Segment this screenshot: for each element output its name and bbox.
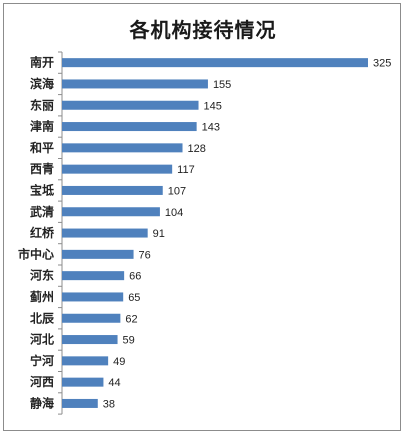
category-label-12: 北辰: [30, 310, 54, 325]
value-label-16: 38: [103, 398, 115, 410]
bar-10: [62, 271, 125, 281]
value-label-1: 155: [213, 79, 231, 91]
category-label-11: 蓟州: [29, 289, 54, 304]
value-label-9: 76: [139, 249, 151, 261]
bars-group: [62, 58, 368, 408]
value-label-10: 66: [129, 271, 141, 283]
category-label-15: 河西: [29, 374, 54, 389]
bar-1: [62, 79, 208, 89]
bar-11: [62, 292, 124, 302]
category-label-5: 西青: [30, 161, 54, 176]
value-label-6: 107: [168, 185, 186, 197]
value-label-4: 128: [188, 143, 206, 155]
value-label-5: 117: [177, 164, 195, 176]
value-label-2: 145: [204, 100, 222, 112]
category-label-4: 和平: [29, 140, 54, 155]
bar-16: [62, 398, 98, 408]
y-axis-ticks: [58, 51, 62, 415]
bar-12: [62, 313, 121, 323]
bar-9: [62, 249, 134, 259]
value-label-8: 91: [153, 228, 165, 240]
bar-7: [62, 207, 160, 217]
category-label-6: 宝坻: [30, 182, 54, 197]
bar-13: [62, 335, 118, 345]
category-label-10: 河东: [29, 268, 54, 283]
value-label-15: 44: [108, 377, 120, 389]
bar-14: [62, 356, 109, 366]
value-label-3: 143: [202, 122, 220, 134]
value-label-12: 62: [125, 313, 137, 325]
value-label-14: 49: [113, 356, 125, 368]
bar-5: [62, 164, 173, 174]
category-label-0: 南开: [30, 55, 54, 70]
value-label-13: 59: [123, 335, 135, 347]
category-label-13: 河北: [29, 332, 54, 347]
category-label-9: 市中心: [18, 246, 54, 261]
bar-15: [62, 377, 104, 387]
bar-6: [62, 185, 163, 195]
bar-8: [62, 228, 148, 238]
category-label-3: 津南: [30, 119, 54, 134]
category-label-2: 东丽: [30, 97, 54, 112]
category-label-16: 静海: [30, 395, 54, 410]
bar-0: [62, 58, 368, 68]
bar-2: [62, 100, 199, 110]
bar-3: [62, 122, 197, 132]
category-label-8: 红桥: [30, 225, 55, 240]
category-label-14: 宁河: [30, 353, 54, 368]
value-label-0: 325: [373, 58, 391, 70]
chart-title: 各机构接待情况: [129, 18, 277, 42]
value-label-7: 104: [165, 207, 183, 219]
value-label-11: 65: [128, 292, 140, 304]
category-label-7: 武清: [30, 204, 54, 219]
category-label-1: 滨海: [30, 76, 54, 91]
bar-4: [62, 143, 183, 153]
